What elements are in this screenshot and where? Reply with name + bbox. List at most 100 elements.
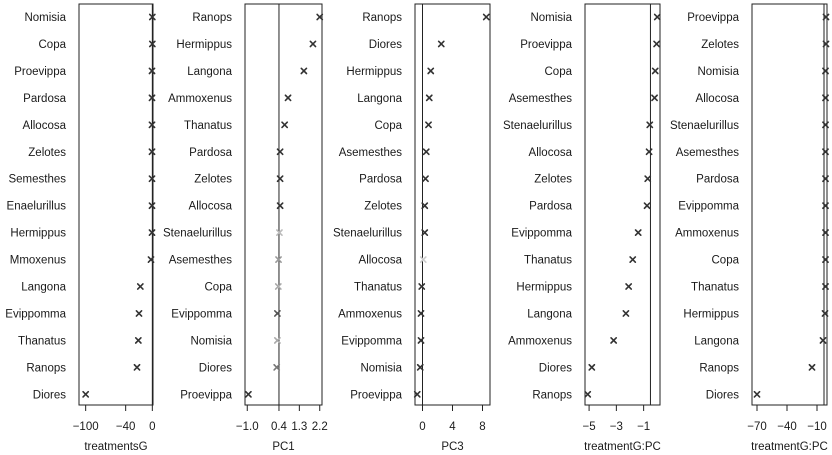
x-tick-label: −5 — [583, 421, 596, 433]
category-label: Nomisia — [360, 362, 402, 374]
category-label: Ranops — [362, 12, 402, 24]
category-label: Ranops — [699, 362, 739, 374]
category-label: Zelotes — [28, 147, 66, 159]
category-label: Evippomma — [678, 201, 739, 213]
data-point — [416, 363, 424, 371]
data-point — [309, 40, 317, 48]
category-label: Ranops — [26, 362, 66, 374]
x-tick-label: 8 — [479, 421, 485, 433]
data-point — [148, 13, 156, 21]
category-label: Hermippus — [10, 228, 66, 240]
data-point — [822, 148, 829, 156]
category-label: Nomisia — [697, 66, 739, 78]
data-point — [148, 40, 156, 48]
category-label: Diores — [706, 389, 739, 401]
category-label: Zelotes — [534, 174, 572, 186]
category-label: Pardosa — [696, 174, 739, 186]
category-label: Semesthes — [8, 174, 66, 186]
category-label: Langona — [187, 66, 232, 78]
data-point — [422, 148, 430, 156]
x-tick-label: −40 — [116, 421, 136, 433]
data-point — [276, 202, 284, 210]
plot-frame — [244, 3, 323, 406]
category-label: Copa — [39, 39, 67, 51]
category-label: Allocosa — [189, 201, 233, 213]
data-point — [645, 148, 653, 156]
data-point — [82, 390, 90, 398]
category-label: Stenaelurillus — [503, 120, 572, 132]
category-label: Asemesthes — [676, 147, 740, 159]
data-point — [419, 256, 427, 263]
data-point — [822, 202, 829, 210]
category-label: Allocosa — [23, 120, 67, 132]
data-point — [148, 229, 156, 236]
category-label: Allocosa — [529, 147, 573, 159]
category-label: Mmoxenus — [10, 255, 66, 267]
data-point — [610, 336, 618, 344]
x-tick-label: −3 — [610, 421, 623, 433]
category-label: Nomisia — [190, 335, 232, 347]
data-point — [651, 67, 659, 75]
category-label: Pardosa — [189, 147, 232, 159]
x-tick-label: −70 — [747, 421, 767, 433]
category-label: Evippomma — [341, 335, 402, 347]
category-label: Langona — [694, 335, 739, 347]
category-label: Ammoxenus — [338, 308, 402, 320]
plot-frame — [78, 3, 154, 406]
category-label: Copa — [205, 282, 233, 294]
data-point — [244, 390, 252, 398]
data-point — [822, 67, 829, 75]
category-label: Zelotes — [364, 201, 402, 213]
x-axis-title: treatmentG:PC — [751, 441, 828, 453]
data-point — [482, 13, 490, 21]
x-axis-title: PC1 — [272, 441, 294, 453]
category-label: Proevippa — [520, 39, 572, 51]
data-point — [274, 283, 282, 290]
data-point — [135, 310, 143, 317]
x-axis-title: treatmentG:PC — [584, 441, 661, 453]
data-point — [275, 256, 282, 263]
data-point — [276, 175, 284, 183]
x-axis-title: PC3 — [441, 441, 463, 453]
category-label: Stenaelurillus — [670, 120, 739, 132]
category-label: Allocosa — [359, 255, 403, 267]
data-point — [808, 363, 816, 371]
data-point — [822, 40, 830, 48]
category-label: Thanatus — [18, 335, 66, 347]
data-point — [643, 202, 651, 210]
data-point — [276, 229, 283, 236]
chart-panel-1: Nomisia Copa Proevippa Pardosa Allocosa Zelot… — [5, 3, 156, 453]
category-label: Enaelurillus — [7, 201, 67, 213]
category-label: Evippomma — [5, 308, 66, 320]
category-label: Nomisia — [530, 12, 572, 24]
category-label: Thanatus — [354, 282, 402, 294]
category-label: Diores — [369, 39, 402, 51]
data-point — [584, 390, 592, 398]
x-tick-label: −40 — [777, 421, 797, 433]
category-label: Copa — [712, 255, 740, 267]
data-point — [425, 94, 433, 102]
data-point — [148, 94, 156, 102]
category-label: Proevippa — [14, 66, 66, 78]
data-point — [421, 202, 429, 210]
data-point — [273, 310, 281, 317]
data-point — [622, 310, 630, 317]
category-label: Pardosa — [359, 174, 402, 186]
data-point — [422, 175, 429, 183]
x-tick-label: 0 — [149, 421, 155, 433]
data-point — [148, 202, 156, 210]
data-point — [148, 121, 156, 129]
data-point — [822, 94, 829, 102]
category-label: Thanatus — [691, 282, 739, 294]
category-label: Proevippa — [350, 389, 402, 401]
data-point — [148, 67, 156, 75]
category-label: Copa — [375, 120, 403, 132]
category-label: Ranops — [192, 12, 232, 24]
category-label: Ammoxenus — [508, 335, 572, 347]
data-point — [822, 283, 829, 290]
category-label: Thanatus — [524, 255, 572, 267]
data-point — [753, 390, 761, 398]
data-point — [418, 283, 426, 290]
category-label: Hermippus — [176, 39, 232, 51]
data-point — [634, 229, 642, 236]
